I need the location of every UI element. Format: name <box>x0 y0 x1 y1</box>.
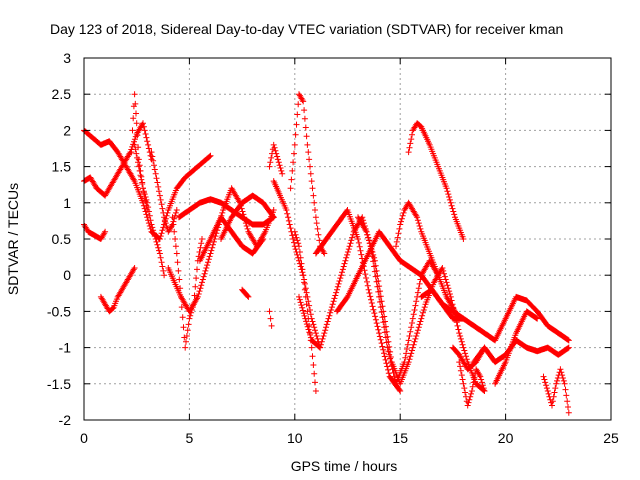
chart-title: Day 123 of 2018, Sidereal Day-to-day VTE… <box>50 21 563 37</box>
y-tick-label: 3 <box>63 50 71 66</box>
series-trace-26 <box>456 359 488 409</box>
axis-ticks: 0 5 10 15 20 25 -2 -1.5 -1 -0.5 0 0.5 1 1.5 2 2.5 3 <box>47 50 619 446</box>
series-trace-29 <box>540 366 572 416</box>
gridlines <box>84 58 611 420</box>
y-tick-label: -2 <box>59 412 72 428</box>
x-axis-label: GPS time / hours <box>291 458 398 474</box>
y-axis-label: SDTVAR / TECUs <box>5 183 21 295</box>
series-trace-13 <box>239 286 252 300</box>
series-trace-18 <box>291 228 319 394</box>
series-trace-15 <box>266 308 275 329</box>
series-trace-10 <box>175 196 277 228</box>
data-series <box>81 91 572 416</box>
x-tick-label: 5 <box>186 430 194 446</box>
x-tick-label: 10 <box>287 430 303 446</box>
series-trace-7 <box>148 149 180 235</box>
x-tick-label: 0 <box>80 430 88 446</box>
x-tick-label: 15 <box>392 430 408 446</box>
series-trace-12 <box>218 192 277 242</box>
y-tick-label: 2 <box>63 122 71 138</box>
y-tick-label: -1 <box>59 340 72 356</box>
series-trace-24 <box>405 120 467 242</box>
y-tick-label: 1.5 <box>52 159 72 175</box>
series-trace-28 <box>492 308 541 387</box>
plot-frame <box>83 57 612 421</box>
y-tick-label: 0 <box>63 267 71 283</box>
series-trace-27 <box>471 337 572 366</box>
y-tick-label: 0.5 <box>52 231 72 247</box>
series-trace-16 <box>270 178 324 351</box>
series-trace-22 <box>355 214 488 394</box>
y-tick-label: -1.5 <box>47 376 71 392</box>
series-trace-4 <box>97 265 138 315</box>
series-trace-30 <box>449 344 488 373</box>
series-trace-23 <box>393 199 458 315</box>
y-tick-label: 2.5 <box>52 86 72 102</box>
x-tick-label: 25 <box>603 430 619 446</box>
y-tick-label: 1 <box>63 195 71 211</box>
series-trace-6 <box>131 141 168 279</box>
y-tick-label: -0.5 <box>47 303 71 319</box>
series-trace-14 <box>266 141 286 177</box>
x-tick-label: 20 <box>498 430 514 446</box>
series-trace-25 <box>418 286 572 344</box>
